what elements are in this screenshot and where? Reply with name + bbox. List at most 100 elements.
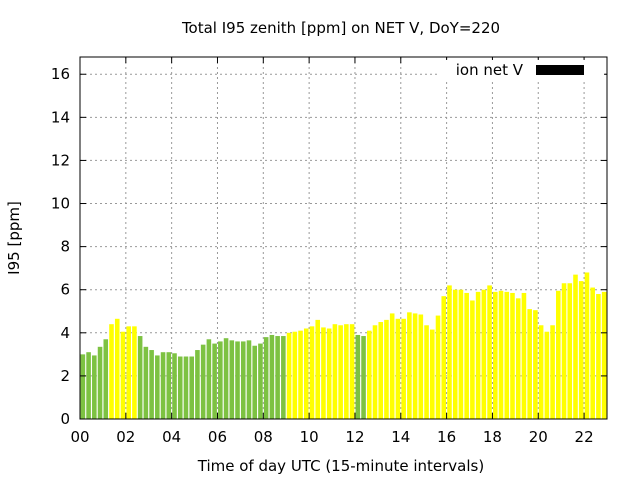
bar	[160, 352, 166, 419]
bar	[556, 290, 561, 419]
bar	[240, 341, 246, 419]
bar	[212, 343, 217, 419]
bar	[515, 298, 521, 419]
x-tick-label: 14	[391, 428, 410, 446]
x-tick-label: 08	[254, 428, 273, 446]
x-axis-label: Time of day UTC (15-minute intervals)	[197, 457, 484, 475]
bar	[361, 336, 366, 419]
bar	[92, 355, 97, 419]
bar	[550, 325, 555, 419]
bar	[596, 294, 601, 419]
bar	[366, 330, 372, 419]
bar	[389, 313, 395, 419]
bar	[189, 356, 194, 419]
bar	[578, 281, 584, 419]
bar	[498, 290, 504, 419]
chart-title: Total I95 zenith [ppm] on NET V, DoY=220	[181, 19, 500, 37]
bar	[378, 322, 384, 419]
bar	[235, 341, 240, 419]
bar	[155, 355, 160, 419]
bar	[418, 314, 424, 419]
bar	[527, 309, 532, 419]
bar	[407, 312, 412, 419]
bar	[109, 324, 114, 419]
bar	[447, 285, 452, 419]
bar	[263, 337, 269, 419]
bar	[584, 272, 590, 419]
bar	[458, 289, 464, 419]
bar	[521, 292, 527, 419]
bar	[401, 318, 406, 419]
legend-label: ion net V	[456, 61, 524, 79]
bar	[533, 310, 538, 419]
bar	[86, 352, 91, 419]
bar	[137, 336, 143, 419]
bar	[103, 339, 109, 419]
bar	[561, 283, 567, 419]
bar	[372, 325, 378, 419]
bar	[315, 319, 321, 419]
bar	[321, 327, 326, 419]
bar	[332, 324, 338, 419]
bar	[590, 287, 595, 419]
y-tick-label: 2	[60, 367, 70, 385]
x-tick-label: 22	[575, 428, 594, 446]
grid-lines	[80, 57, 607, 419]
bar	[464, 292, 469, 419]
bar	[504, 291, 510, 419]
bar	[166, 352, 172, 419]
legend-swatch	[536, 65, 584, 75]
x-tick-label: 10	[300, 428, 319, 446]
legend: ion net V	[440, 60, 604, 80]
bar	[309, 326, 315, 419]
bar	[429, 329, 435, 419]
bar	[475, 291, 481, 419]
bar	[97, 346, 103, 419]
y-tick-label: 12	[51, 151, 70, 169]
bar	[395, 318, 401, 419]
bar	[246, 340, 252, 419]
y-tick-label: 0	[60, 410, 70, 428]
bar	[223, 338, 229, 419]
bar	[452, 289, 458, 419]
bar	[487, 285, 492, 419]
bar	[510, 292, 515, 419]
y-tick-label: 8	[60, 238, 70, 256]
bar	[298, 330, 303, 419]
bar	[281, 336, 286, 419]
bar	[229, 340, 235, 419]
x-tick-label: 20	[529, 428, 548, 446]
bar	[441, 296, 447, 419]
bars	[80, 272, 607, 419]
bar	[183, 356, 189, 419]
x-tick-label: 06	[208, 428, 227, 446]
bar	[80, 354, 86, 419]
bar	[172, 353, 177, 419]
bar	[544, 331, 550, 419]
x-tick-label: 18	[483, 428, 502, 446]
bar	[355, 334, 361, 419]
bar	[143, 346, 149, 419]
bar	[132, 326, 137, 419]
bar	[126, 326, 131, 419]
y-tick-label: 10	[51, 195, 70, 213]
bar	[252, 345, 258, 419]
bar	[349, 324, 355, 419]
bar	[269, 334, 275, 419]
x-tick-label: 00	[70, 428, 89, 446]
x-tick-label: 12	[345, 428, 364, 446]
plot-frame	[79, 56, 608, 420]
bar	[275, 336, 280, 419]
bar	[303, 328, 309, 419]
bar	[384, 319, 389, 419]
bar	[470, 300, 475, 419]
bar	[424, 325, 429, 419]
bar	[292, 331, 298, 419]
y-tick-label: 6	[60, 281, 70, 299]
y-tick-label: 4	[60, 324, 70, 342]
bar	[481, 289, 487, 419]
x-tick-label: 16	[437, 428, 456, 446]
bar	[338, 325, 343, 419]
